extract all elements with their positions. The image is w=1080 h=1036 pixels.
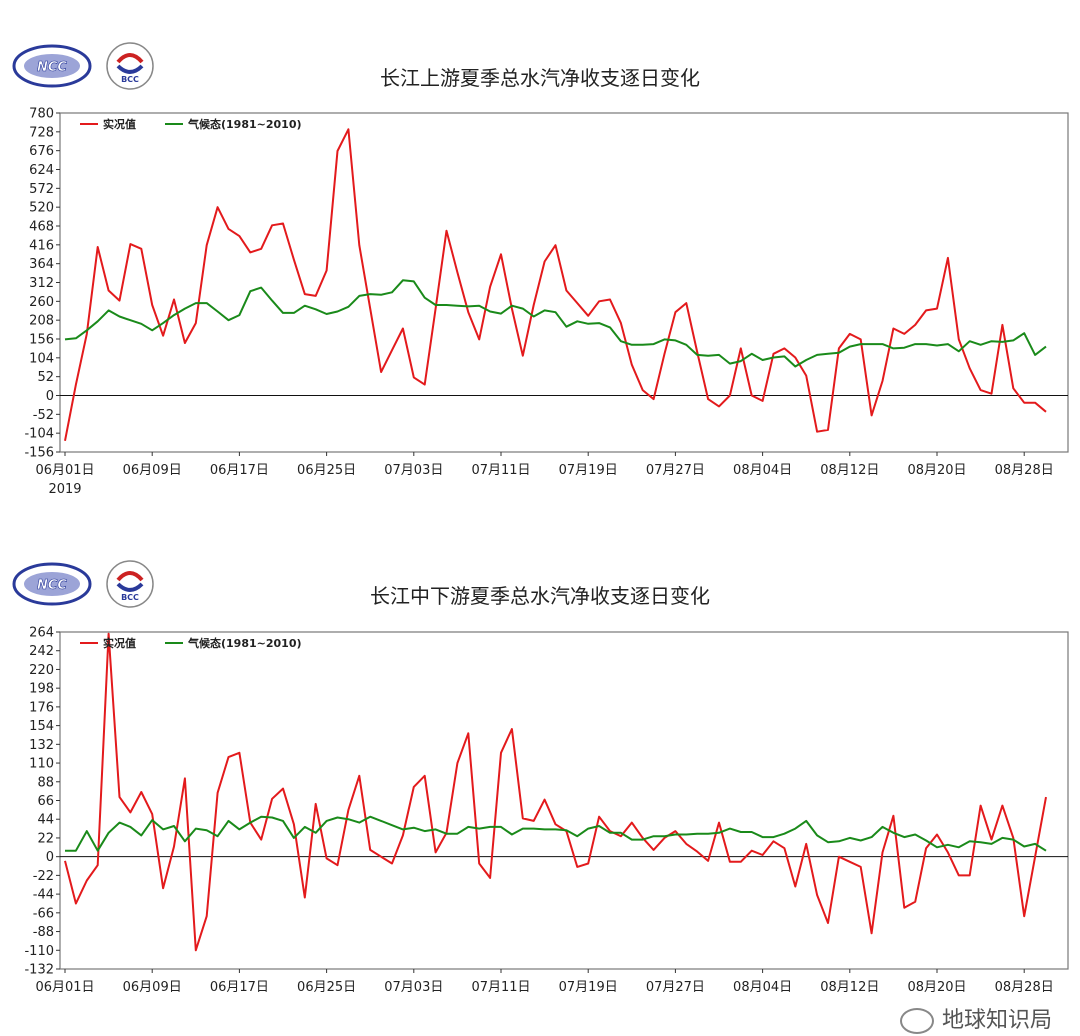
legend-label: 实况值	[103, 636, 136, 650]
y-tick-label: 312	[29, 276, 54, 291]
y-tick-label: 0	[46, 850, 54, 865]
ncc-bcc-logos: NCC BCC	[12, 560, 154, 608]
bcc-logo-icon	[106, 42, 154, 90]
middle-lower-yangtze-chart-panel: NCC BCC 长江中下游夏季总水汽净收支逐日变化 264 242 220 198 17…	[0, 518, 1080, 998]
svg-text:NCC: NCC	[37, 578, 67, 593]
x-tick-label: 06月25日	[297, 463, 356, 478]
y-tick-label: 220	[29, 663, 54, 678]
y-tick-label: 676	[29, 144, 54, 159]
y-tick-label: 264	[29, 626, 54, 641]
y-tick-label: -44	[33, 888, 54, 903]
watermark: 地球知识局	[899, 1008, 1052, 1034]
plot-frame	[59, 631, 1069, 970]
y-tick-label: -66	[33, 906, 54, 921]
y-tick-label: 154	[29, 719, 54, 734]
y-tick-label: 364	[29, 257, 54, 272]
legend-label: 气候态(1981~2010)	[187, 117, 302, 131]
x-tick-label: 08月04日	[733, 980, 792, 995]
y-tick-label: 572	[29, 182, 54, 197]
ncc-logo-icon	[12, 562, 92, 606]
x-tick-label: 08月20日	[907, 463, 966, 478]
y-tick-label: -88	[33, 925, 54, 940]
wechat-icon	[899, 1008, 934, 1034]
y-tick-label: 520	[29, 201, 54, 216]
y-tick-label: 22	[37, 831, 54, 846]
y-tick-label: 624	[29, 163, 54, 178]
y-tick-label: -132	[24, 963, 54, 978]
bcc-logo-icon	[106, 560, 154, 608]
x-tick-label: 07月27日	[646, 463, 705, 478]
y-tick-label: 104	[29, 351, 54, 366]
y-tick-label: 416	[29, 238, 54, 253]
y-tick-label: 176	[29, 700, 54, 715]
svg-text:NCC: NCC	[37, 60, 67, 75]
y-tick-label: 468	[29, 220, 54, 235]
x-tick-label: 08月28日	[995, 463, 1054, 478]
x-tick-label: 06月01日	[35, 980, 94, 995]
y-tick-label: 728	[29, 125, 54, 140]
middle-lower-yangtze-line-chart: 264242220198176154132110886644220-22-44-…	[24, 626, 1069, 995]
y-tick-label: 132	[29, 738, 54, 753]
x-tick-label: 06月17日	[210, 980, 269, 995]
y-tick-label: 0	[46, 389, 54, 404]
x-tick-label: 08月28日	[995, 980, 1054, 995]
x-tick-label: 07月03日	[384, 463, 443, 478]
x-tick-label: 06月01日	[35, 463, 94, 478]
x-tick-label: 07月19日	[559, 980, 618, 995]
y-tick-label: 198	[29, 682, 54, 697]
chart-title: 长江上游夏季总水汽净收支逐日变化	[380, 66, 700, 90]
x-tick-label: 06月09日	[123, 463, 182, 478]
y-tick-label: -22	[33, 869, 54, 884]
y-tick-label: -52	[33, 408, 54, 423]
y-tick-label: -104	[24, 427, 54, 442]
x-tick-label: 07月11日	[471, 980, 530, 995]
y-tick-label: 156	[29, 333, 54, 348]
chart-title: 长江中下游夏季总水汽净收支逐日变化	[370, 584, 710, 608]
x-tick-label: 08月04日	[733, 463, 792, 478]
svg-text:BCC: BCC	[121, 75, 139, 84]
x-year-label: 2019	[48, 482, 81, 497]
x-tick-label: 06月09日	[123, 980, 182, 995]
observed-series-line	[64, 128, 1047, 441]
x-tick-label: 07月11日	[471, 463, 530, 478]
legend-label: 气候态(1981~2010)	[187, 636, 302, 650]
y-tick-label: 44	[37, 813, 54, 828]
x-tick-label: 08月20日	[907, 980, 966, 995]
y-tick-label: 88	[37, 775, 54, 790]
x-tick-label: 07月19日	[559, 463, 618, 478]
y-tick-label: 52	[37, 370, 54, 385]
svg-text:BCC: BCC	[121, 593, 139, 602]
x-tick-label: 08月12日	[820, 463, 879, 478]
y-tick-label: 242	[29, 644, 54, 659]
watermark-text: 地球知识局	[941, 1008, 1052, 1033]
x-tick-label: 06月17日	[210, 463, 269, 478]
x-tick-label: 08月12日	[820, 980, 879, 995]
upper-yangtze-line-chart: 7807286766245725204684163643122602081561…	[24, 107, 1069, 497]
upper-yangtze-chart-panel: NCC BCC 长江上游夏季总水汽净收支逐日变化 780 728 676 624 572…	[0, 0, 1080, 510]
ncc-logo-icon	[12, 44, 92, 88]
legend-label: 实况值	[103, 117, 136, 131]
x-tick-label: 07月03日	[384, 980, 443, 995]
y-tick-label: 260	[29, 295, 54, 310]
y-tick-label: 66	[37, 794, 54, 809]
climatology-series-line	[65, 815, 1047, 852]
y-tick-label: 780	[29, 107, 54, 122]
y-tick-label: 110	[29, 757, 54, 772]
climatology-series-line	[64, 279, 1047, 368]
x-tick-label: 06月25日	[297, 980, 356, 995]
y-tick-label: 208	[29, 314, 54, 329]
x-tick-label: 07月27日	[646, 980, 705, 995]
y-tick-label: -110	[24, 944, 54, 959]
y-tick-label: -156	[24, 446, 54, 461]
ncc-bcc-logos: NCC BCC	[12, 42, 154, 90]
observed-series-line	[64, 632, 1047, 952]
